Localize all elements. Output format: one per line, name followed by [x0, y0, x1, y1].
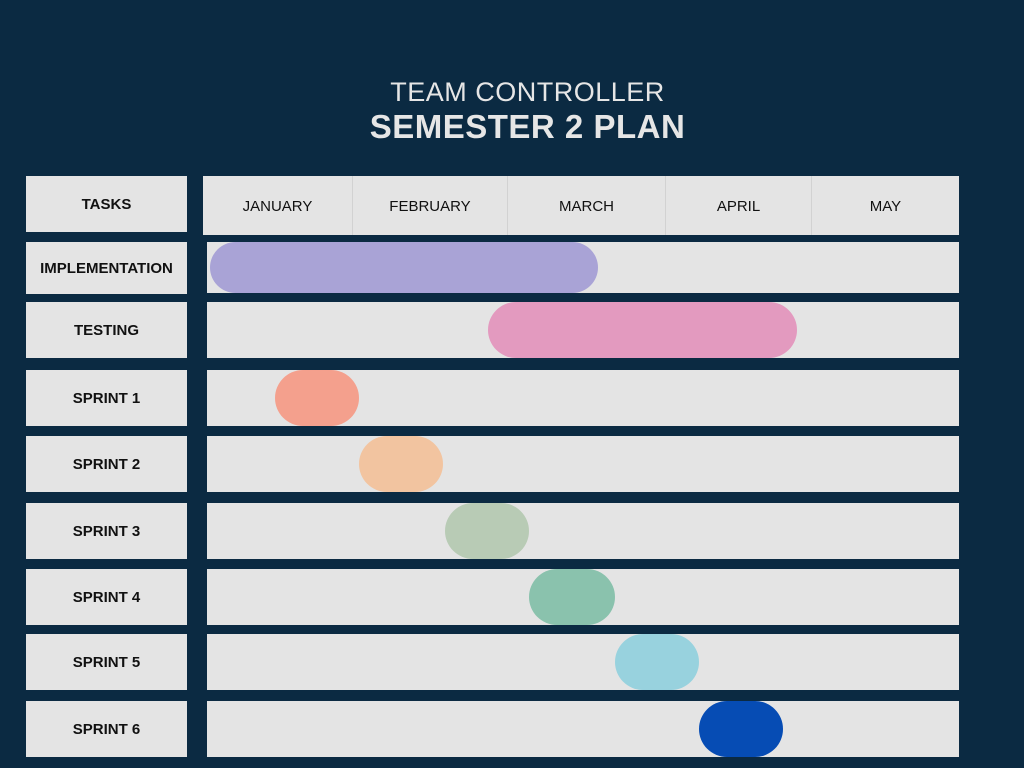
task-track — [207, 503, 959, 559]
month-header: JANUARY FEBRUARY MARCH APRIL MAY — [203, 176, 959, 235]
tasks-header: TASKS — [26, 176, 187, 232]
task-bar — [274, 370, 359, 426]
task-track — [207, 634, 959, 690]
month-label: JANUARY — [203, 176, 353, 235]
month-label: MAY — [869, 198, 902, 215]
month-label: MARCH — [508, 176, 666, 235]
task-bar — [614, 634, 699, 690]
title-block: TEAM CONTROLLER SEMESTER 2 PLAN — [0, 76, 1024, 146]
month-label: APRIL — [666, 176, 812, 235]
task-label: SPRINT 4 — [26, 569, 187, 625]
task-label: SPRINT 2 — [26, 436, 187, 492]
task-bar — [358, 436, 444, 492]
task-bar — [210, 242, 599, 293]
month-label: FEBRUARY — [353, 176, 508, 235]
task-label: SPRINT 5 — [26, 634, 187, 690]
chart-subtitle: SEMESTER 2 PLAN — [369, 108, 686, 145]
task-label: SPRINT 1 — [26, 370, 187, 426]
chart-title: TEAM CONTROLLER — [390, 77, 665, 107]
task-track — [207, 436, 959, 492]
task-label: SPRINT 6 — [26, 701, 187, 757]
task-label: TESTING — [26, 302, 187, 358]
task-bar — [444, 503, 529, 559]
task-label: IMPLEMENTATION — [26, 242, 187, 294]
task-track — [207, 701, 959, 757]
task-bar — [528, 569, 615, 625]
task-label: SPRINT 3 — [26, 503, 187, 559]
task-bar — [488, 302, 797, 358]
task-bar — [698, 701, 784, 757]
